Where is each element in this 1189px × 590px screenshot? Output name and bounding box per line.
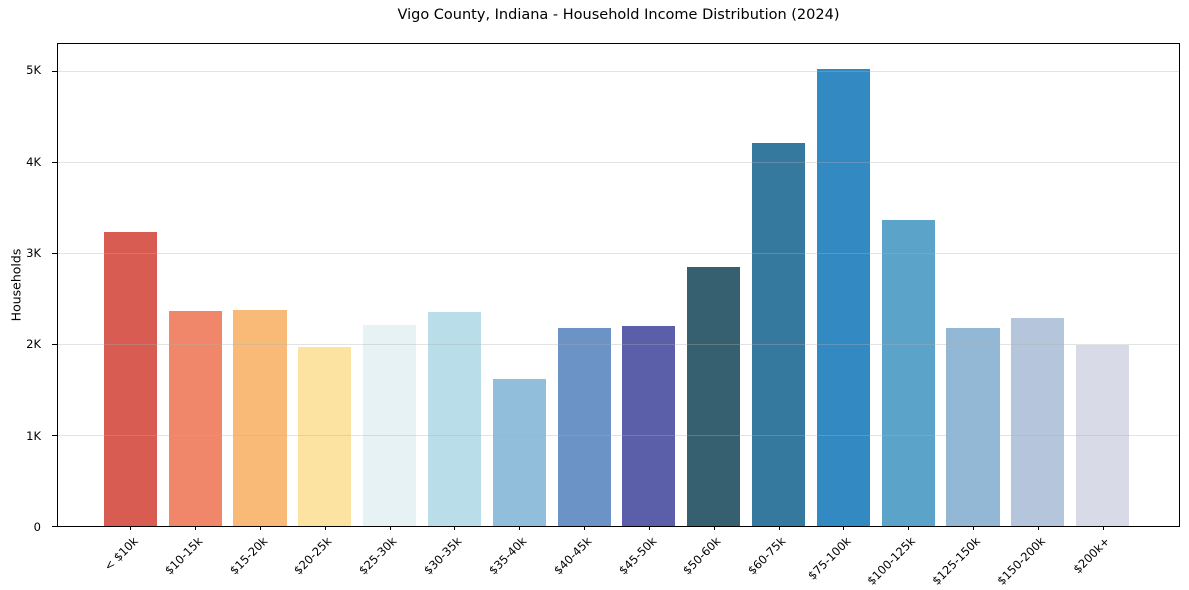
bar-slot: $125-150k [929, 44, 1006, 588]
x-tick-mark [584, 526, 586, 530]
bar [363, 325, 417, 526]
bar-slot: $45-50k [615, 44, 682, 577]
x-tick-label: $30-35k [420, 534, 465, 578]
x-tick-label: $40-45k [550, 534, 594, 578]
y-tick-label: 4K [26, 154, 41, 169]
y-tick-mark [52, 252, 57, 254]
x-tick-label: $200k+ [1070, 534, 1113, 577]
chart-title: Vigo County, Indiana - Household Income … [397, 7, 840, 23]
plot-area: < $10k $10-15k $15-20k $20-25k $25-30k $30-35… [52, 43, 1180, 588]
bar-slot: $15-20k [227, 44, 293, 577]
x-tick-label: $20-25k [291, 534, 335, 578]
bar [622, 325, 676, 526]
y-tick-mark [52, 434, 57, 436]
y-tick-mark [52, 525, 57, 527]
x-tick-mark [195, 526, 197, 530]
x-tick-label: $75-100k [804, 534, 854, 583]
y-tick-label: 2K [26, 337, 41, 352]
bar [816, 68, 870, 526]
y-tick-label: 1K [26, 428, 41, 443]
y-axis-tick-labels: 0 1K 2K 3K 4K 5K [0, 43, 50, 534]
x-tick-mark [972, 526, 974, 530]
bar [168, 311, 222, 526]
bar [298, 346, 352, 526]
bar [946, 327, 1000, 526]
x-tick-mark [389, 526, 391, 530]
x-tick-label: $125-150k [929, 534, 983, 588]
bar [751, 143, 806, 526]
y-tick-mark [52, 70, 57, 72]
bar [1011, 317, 1065, 526]
x-tick-label: $25-30k [356, 534, 400, 578]
bar-slot: $60-75k [745, 44, 811, 577]
bar [881, 220, 935, 526]
bar [492, 378, 546, 526]
x-tick-mark [648, 526, 650, 530]
x-tick-label: $150-200k [993, 534, 1048, 588]
y-tick-mark [52, 161, 57, 163]
x-tick-label: $50-60k [680, 534, 724, 578]
x-tick-label: < $10k [100, 534, 141, 574]
x-tick-mark [778, 526, 780, 530]
bar-slot: $35-40k [486, 44, 552, 577]
bar-slot: $200k+ [1070, 44, 1135, 576]
x-tick-mark [519, 526, 521, 530]
x-tick-mark [324, 526, 326, 530]
bar-slot: < $10k [98, 44, 163, 574]
x-tick-mark [908, 526, 910, 530]
x-tick-mark [843, 526, 845, 530]
bar [687, 266, 741, 526]
bar [557, 327, 611, 526]
x-tick-label: $35-40k [485, 534, 530, 578]
bar-slot: $30-35k [421, 44, 487, 577]
bar-slot: $10-15k [162, 44, 228, 577]
bar-slot: $40-45k [551, 44, 617, 577]
bars-container: < $10k $10-15k $15-20k $20-25k $25-30k $30-35… [58, 44, 1179, 588]
y-tick-mark [52, 343, 57, 345]
x-tick-mark [260, 526, 262, 530]
x-tick-mark [130, 526, 132, 530]
x-tick-mark [1037, 526, 1039, 530]
y-tick-label: 3K [26, 246, 41, 261]
bar [103, 232, 157, 526]
bar [233, 309, 287, 526]
x-tick-label: $10-15k [161, 534, 206, 578]
bar [427, 312, 482, 526]
y-tick-label: 0 [33, 520, 41, 534]
bar-slot: $50-60k [680, 44, 746, 577]
x-tick-label: $45-50k [615, 534, 659, 578]
x-tick-mark [713, 526, 715, 530]
bar-slot: $150-200k [994, 44, 1070, 588]
bar [1076, 345, 1130, 526]
bar-slot: $100-125k [864, 44, 941, 588]
x-tick-label: $100-125k [864, 534, 919, 588]
x-tick-mark [1102, 526, 1104, 530]
bar-slot: $75-100k [805, 44, 876, 583]
bar-slot: $20-25k [291, 44, 357, 577]
x-tick-label: $15-20k [226, 534, 270, 578]
x-tick-mark [454, 526, 456, 530]
bar-slot: $25-30k [356, 44, 422, 577]
x-tick-label: $60-75k [745, 534, 789, 578]
y-tick-label: 5K [26, 63, 41, 78]
